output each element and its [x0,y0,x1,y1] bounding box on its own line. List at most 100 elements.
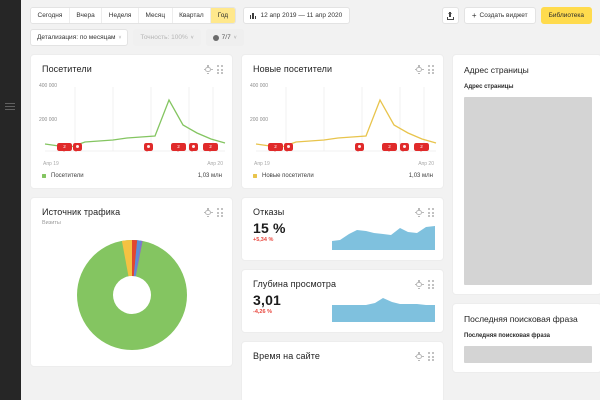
gear-icon[interactable] [414,65,424,75]
annotation-marker[interactable] [284,143,293,152]
y-tick-200000: 200 000 [250,117,269,123]
widget-title: Новые посетители [253,64,333,74]
create-widget-button[interactable]: + Создать виджет [463,7,536,24]
drag-handle-icon[interactable] [428,280,435,289]
widget-bounce-rate: Отказы 15 % +5,34 % [241,197,444,261]
legend-label: Новые посетители [262,173,314,179]
library-label: Библиотека [548,12,584,19]
export-button[interactable] [441,7,459,24]
gear-icon[interactable] [203,208,213,218]
library-button[interactable]: Библиотека [540,7,592,24]
x-tick-start: Апр 19 [254,161,270,167]
legend-swatch [253,174,257,178]
annotation-marker[interactable] [189,143,198,152]
new-visitors-chart-svg [255,87,437,152]
annotation-marker[interactable] [400,143,409,152]
drag-handle-icon[interactable] [217,208,224,217]
donut-svg [76,240,187,350]
period-week[interactable]: Неделя [102,8,139,23]
drag-handle-icon[interactable] [428,65,435,74]
accuracy-label: Точность: 100% [140,34,188,41]
gear-icon[interactable] [414,280,424,290]
period-selector[interactable]: Сегодня Вчера Неделя Месяц Квартал Год [30,7,236,24]
widget-title: Глубина просмотра [253,279,337,289]
widget-subtitle: Визиты [42,220,61,226]
drag-handle-icon[interactable] [428,352,435,361]
widget-header: Посетители [31,55,232,75]
annotation-marker[interactable] [144,143,153,152]
y-tick-200000: 200 000 [39,117,58,123]
date-range-picker[interactable]: 12 апр 2019 — 11 апр 2020 [242,7,351,24]
metric-delta: +5,34 % [253,237,274,243]
left-nav-rail[interactable] [0,0,21,400]
traffic-source-donut[interactable] [73,236,191,354]
new-visitors-line-chart: 400 000 200 000 Апр 19 Апр 20 [248,81,437,167]
widget-title: Отказы [253,207,285,217]
widget-tools [414,207,435,218]
widget-new-visitors: Новые посетители 400 000 200 000 [241,54,444,189]
widget-header: Время на сайте [242,342,443,362]
x-tick-end: Апр 20 [207,161,223,167]
annotation-marker[interactable]: 2 [382,143,397,152]
legend-swatch [42,174,46,178]
period-quarter[interactable]: Квартал [172,8,212,23]
gear-icon[interactable] [414,208,424,218]
bounce-metric: 15 % +5,34 % [242,218,443,260]
rail-menu-icon[interactable] [5,103,15,113]
annotation-marker[interactable]: 2 [203,143,218,152]
x-tick-end: Апр 20 [418,161,434,167]
annotation-marker[interactable]: 2 [171,143,186,152]
visitors-line-chart: 400 000 200 000 Апр 19 Апр 20 [37,81,226,167]
accuracy-dropdown[interactable]: Точность: 100% ˅ [133,29,201,46]
depth-metric: 3,01 -4,26 % [242,290,443,332]
gear-icon[interactable] [203,65,213,75]
widget-grid: Посетители 400 000 200 000 [30,54,600,400]
period-year[interactable]: Год [211,8,235,23]
annotation-marker[interactable] [355,143,364,152]
widget-tools [414,279,435,290]
toolbar-row-secondary: Детализация: по месяцам ˅ Точность: 100%… [30,29,592,46]
legend-value: 1,03 млн [197,173,222,179]
bounce-sparkline [332,226,435,250]
detail-level-dropdown[interactable]: Детализация: по месяцам ˅ [30,29,129,46]
widget-tools [203,207,224,218]
widget-column-left: Посетители 400 000 200 000 [30,54,233,400]
period-month[interactable]: Месяц [138,8,173,23]
period-today[interactable]: Сегодня [31,8,70,23]
widget-title: Время на сайте [253,351,321,361]
share-export-icon [446,11,454,20]
plus-icon: + [471,10,477,20]
annotation-marker[interactable]: 2 [57,143,72,152]
metric-value: 15 % [253,220,286,236]
period-yesterday[interactable]: Вчера [69,8,103,23]
widget-visitors: Посетители 400 000 200 000 [30,54,233,189]
widget-title: Источник трафика [42,207,121,217]
widget-time-on-site: Время на сайте [241,341,444,400]
gear-icon[interactable] [414,352,424,362]
annotation-marker[interactable]: 2 [268,143,283,152]
bounce-metric-left: 15 % +5,34 % [253,218,286,243]
widget-header: Новые посетители [242,55,443,75]
visitors-chart-svg [44,87,226,152]
visitors-legend: Посетители 1,03 млн [31,167,232,188]
segments-dropdown[interactable]: 7/7 ˅ [205,29,244,46]
chevron-down-icon: ˅ [190,34,194,41]
toolbar-row-primary: Сегодня Вчера Неделя Месяц Квартал Год 1… [30,7,592,24]
widget-page-depth: Глубина просмотра 3,01 -4,26 % [241,269,444,333]
annotation-marker[interactable]: 2 [414,143,429,152]
widget-subtitle: Адрес страницы [464,84,514,90]
legend-label: Посетители [51,173,84,179]
widget-subtitle: Последняя поисковая фраза [464,333,550,339]
depth-sparkline [332,298,435,322]
drag-handle-icon[interactable] [428,208,435,217]
widget-title: Адрес страницы [464,65,529,75]
widget-tools [414,64,435,75]
metric-value: 3,01 [253,292,282,308]
traffic-source-donut-wrap [31,226,232,366]
widget-tools [203,64,224,75]
metric-delta: -4,26 % [253,309,272,315]
annotation-marker[interactable] [73,143,82,152]
widget-last-search-phrase: Последняя поисковая фраза Последняя поис… [452,303,600,373]
drag-handle-icon[interactable] [217,65,224,74]
